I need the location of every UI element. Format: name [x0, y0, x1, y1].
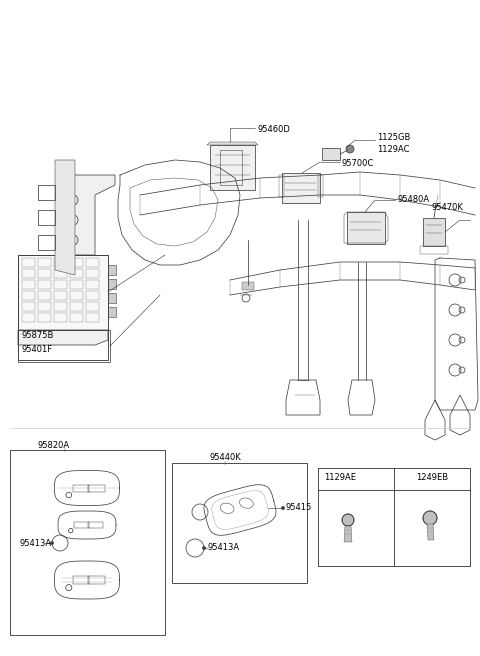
Text: 1129AE: 1129AE: [324, 474, 356, 483]
Bar: [70, 313, 83, 322]
Bar: [279, 175, 284, 197]
Bar: [54, 258, 67, 267]
Text: 95820A: 95820A: [38, 441, 70, 451]
Bar: [22, 313, 35, 322]
Bar: [70, 258, 83, 267]
Bar: [86, 269, 99, 278]
Bar: [108, 293, 116, 303]
Bar: [108, 265, 116, 275]
Text: 95415: 95415: [285, 504, 311, 512]
Bar: [88, 576, 105, 584]
Text: 95440K: 95440K: [210, 453, 242, 462]
Bar: [210, 145, 255, 190]
Bar: [242, 282, 254, 290]
Bar: [54, 291, 67, 300]
Bar: [38, 210, 55, 225]
Bar: [423, 218, 445, 246]
Bar: [347, 212, 385, 244]
Bar: [38, 280, 51, 289]
Bar: [86, 313, 99, 322]
Bar: [22, 280, 35, 289]
Bar: [70, 269, 83, 278]
Polygon shape: [344, 526, 352, 542]
Bar: [38, 258, 51, 267]
Bar: [86, 302, 99, 311]
Bar: [318, 175, 323, 197]
Bar: [38, 269, 51, 278]
Bar: [86, 291, 99, 300]
Bar: [88, 485, 105, 491]
Text: 95413A: 95413A: [20, 539, 52, 548]
Bar: [22, 258, 35, 267]
Bar: [38, 291, 51, 300]
Text: 95460D: 95460D: [258, 125, 291, 134]
Bar: [22, 269, 35, 278]
Circle shape: [423, 511, 437, 525]
Bar: [54, 302, 67, 311]
Bar: [420, 246, 448, 254]
Bar: [18, 255, 108, 330]
Text: 95700C: 95700C: [342, 159, 374, 167]
Text: 95413A: 95413A: [208, 544, 240, 552]
Text: 1125GB: 1125GB: [377, 134, 410, 142]
Bar: [18, 255, 108, 330]
Bar: [22, 291, 35, 300]
Polygon shape: [18, 330, 108, 345]
Bar: [88, 522, 103, 528]
Bar: [70, 280, 83, 289]
Circle shape: [50, 541, 53, 544]
Text: 95470K: 95470K: [432, 203, 464, 213]
Polygon shape: [207, 142, 258, 145]
Bar: [70, 302, 83, 311]
Bar: [18, 330, 110, 362]
Polygon shape: [55, 160, 75, 275]
Text: 1129AC: 1129AC: [377, 146, 409, 155]
Bar: [70, 291, 83, 300]
Bar: [38, 313, 51, 322]
Bar: [72, 485, 89, 491]
Bar: [10, 450, 165, 635]
Bar: [38, 302, 51, 311]
Circle shape: [342, 514, 354, 526]
Text: 95875B: 95875B: [22, 331, 54, 340]
Bar: [18, 330, 108, 360]
Bar: [86, 280, 99, 289]
Bar: [108, 307, 116, 317]
Polygon shape: [427, 524, 434, 540]
Bar: [220, 150, 242, 185]
Circle shape: [346, 145, 354, 153]
Bar: [72, 576, 89, 584]
Bar: [282, 173, 320, 203]
Bar: [38, 185, 55, 200]
Bar: [322, 148, 340, 160]
Circle shape: [281, 506, 285, 510]
Circle shape: [203, 546, 205, 550]
Bar: [54, 280, 67, 289]
Bar: [74, 522, 89, 528]
Bar: [54, 313, 67, 322]
Bar: [54, 269, 67, 278]
Text: 95480A: 95480A: [398, 195, 430, 205]
Polygon shape: [60, 175, 115, 255]
Bar: [86, 258, 99, 267]
Bar: [38, 235, 55, 250]
Bar: [22, 302, 35, 311]
Bar: [172, 463, 307, 583]
Text: 95401F: 95401F: [22, 346, 53, 354]
Bar: [108, 279, 116, 289]
Bar: [318, 468, 470, 566]
Text: 1249EB: 1249EB: [416, 474, 448, 483]
